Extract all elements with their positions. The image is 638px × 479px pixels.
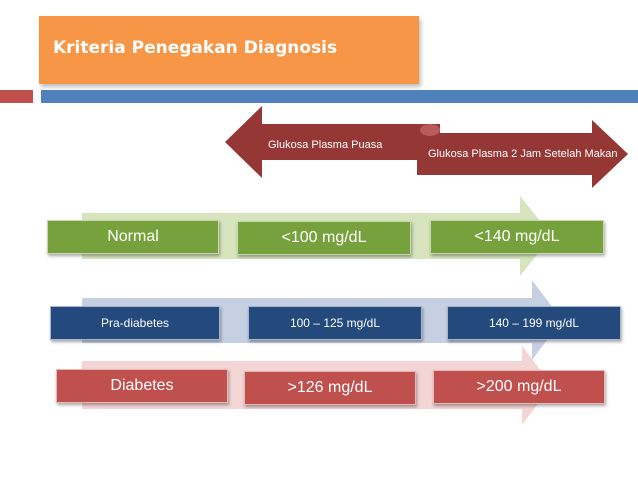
normal-two-hour-value: <140 mg/dL bbox=[474, 228, 560, 245]
normal-category-box: Normal bbox=[47, 220, 219, 254]
prediabetes-fasting-value: 100 – 125 mg/dL bbox=[289, 316, 381, 330]
normal-fasting-value: <100 mg/dL bbox=[281, 229, 367, 246]
two-hour-arrow-label: Glukosa Plasma 2 Jam Setelah Makan bbox=[428, 148, 618, 160]
prediabetes-two-hour-value: 140 – 199 mg/dL bbox=[488, 316, 580, 330]
prediabetes-fasting-box: 100 – 125 mg/dL bbox=[248, 306, 422, 340]
diabetes-fasting-box: >126 mg/dL bbox=[244, 371, 416, 405]
diabetes-two-hour-box: >200 mg/dL bbox=[433, 370, 605, 404]
prediabetes-category-box: Pra-diabetes bbox=[50, 306, 220, 340]
diabetes-two-hour-value: >200 mg/dL bbox=[476, 378, 562, 395]
page-title: Kriteria Penegakan Diagnosis bbox=[53, 38, 338, 58]
header-rule-red bbox=[0, 90, 33, 103]
prediabetes-two-hour-box: 140 – 199 mg/dL bbox=[447, 306, 621, 340]
prediabetes-category-label: Pra-diabetes bbox=[100, 316, 170, 330]
normal-fasting-box: <100 mg/dL bbox=[237, 221, 411, 255]
diabetes-fasting-value: >126 mg/dL bbox=[287, 379, 373, 396]
fasting-arrow bbox=[225, 106, 440, 178]
two-hour-arrow bbox=[417, 120, 628, 188]
diabetes-category-label: Diabetes bbox=[110, 377, 174, 394]
fasting-arrow-label: Glukosa Plasma Puasa bbox=[268, 139, 383, 151]
normal-two-hour-box: <140 mg/dL bbox=[430, 220, 604, 254]
normal-category-label: Normal bbox=[107, 228, 159, 245]
title-box: Kriteria Penegakan Diagnosis bbox=[39, 16, 419, 84]
diabetes-category-box: Diabetes bbox=[56, 369, 228, 403]
header-rule-blue bbox=[41, 90, 638, 103]
arrow-ribbon-curl bbox=[420, 124, 440, 136]
